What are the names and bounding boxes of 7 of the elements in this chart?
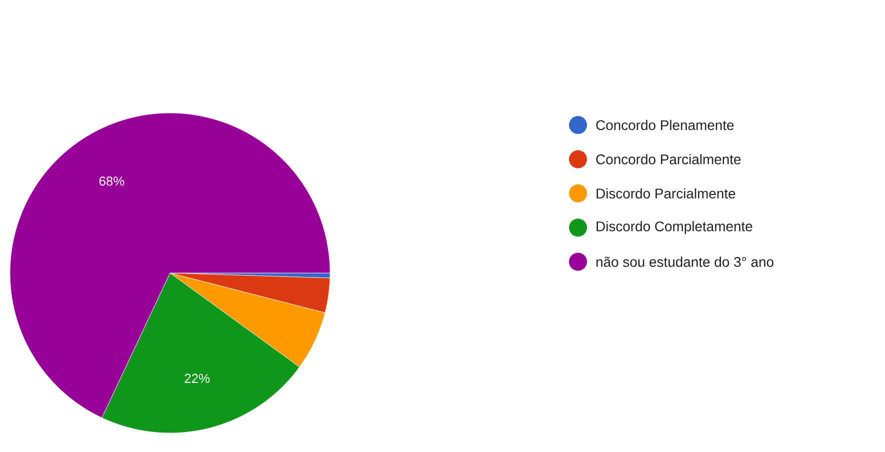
data-label: 22%	[184, 374, 210, 383]
legend-label: Discordo Parcialmente	[596, 188, 736, 199]
data-label: 68%	[99, 176, 124, 186]
legend-label: não sou estudante do 3° ano	[596, 256, 774, 267]
legend-label: Concordo Parcialmente	[596, 154, 741, 164]
legend-label: Discordo Completamente	[596, 221, 752, 234]
legend-label: Concordo Plenamente	[596, 120, 734, 130]
